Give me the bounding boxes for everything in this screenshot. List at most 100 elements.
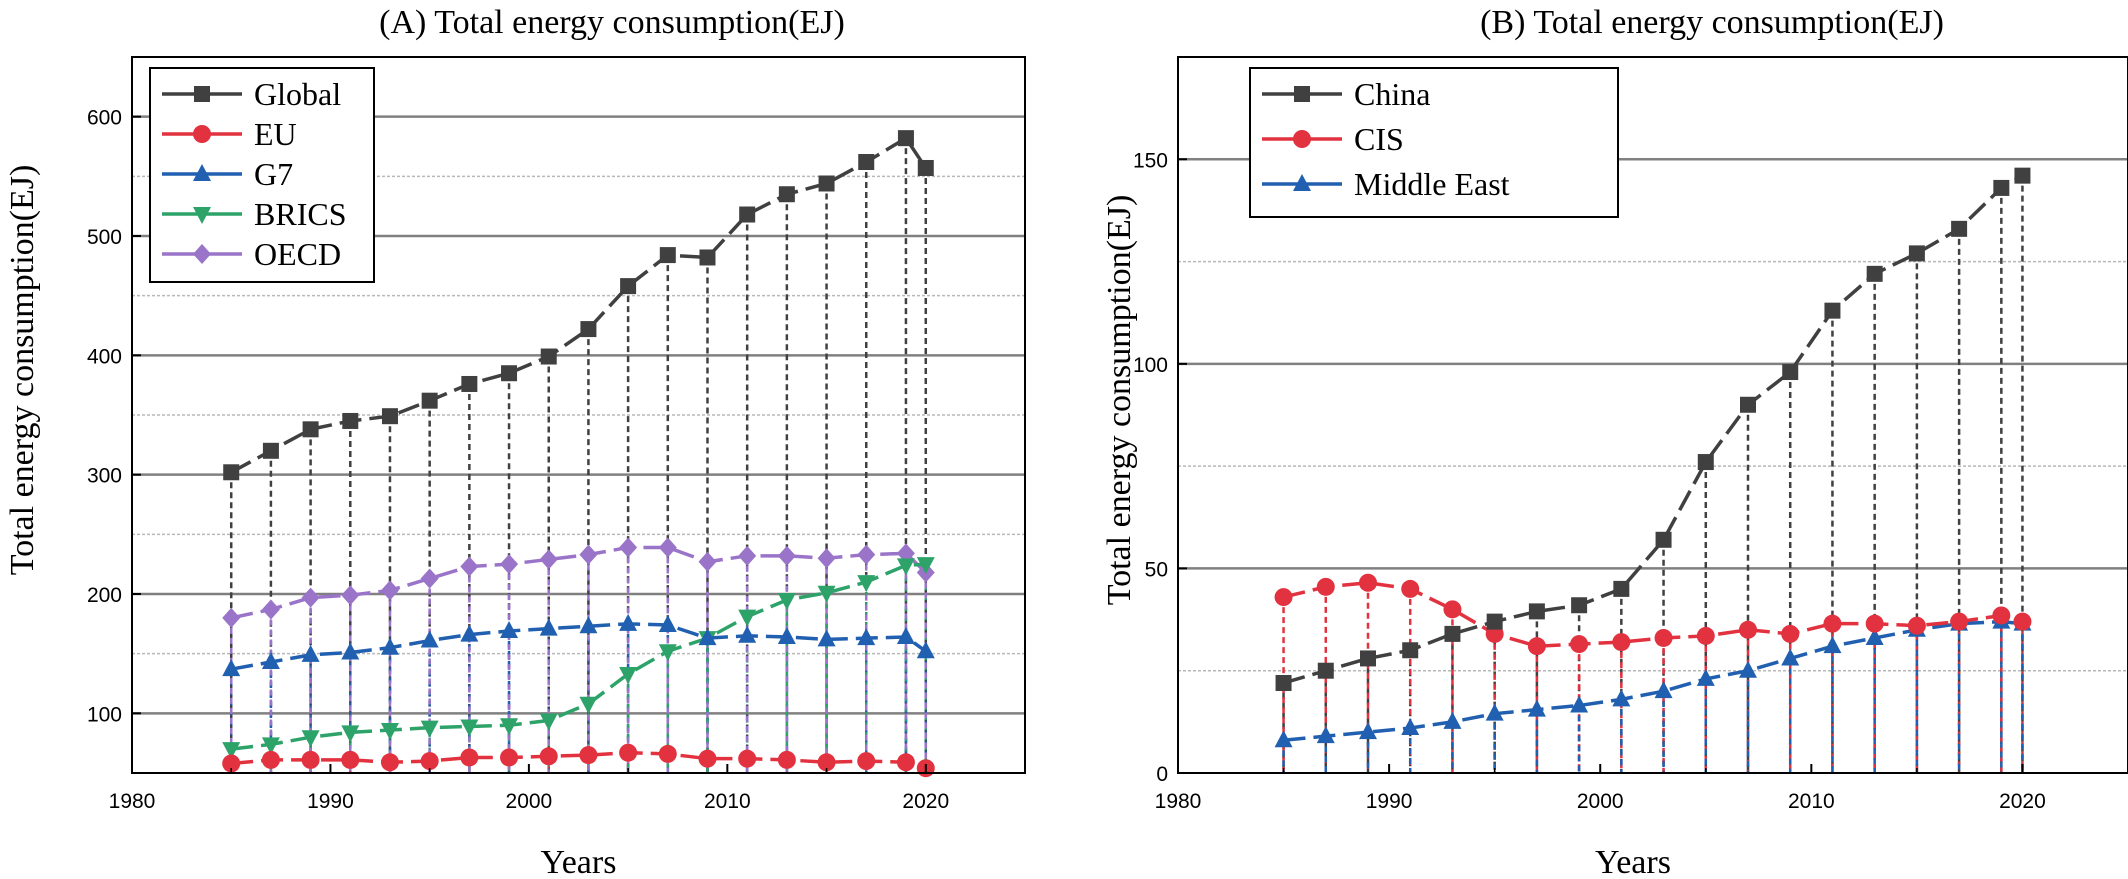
legend-marker [1293, 174, 1311, 191]
data-point [916, 641, 935, 659]
legend-label: CIS [1354, 121, 1404, 157]
x-axis-label: Years [1595, 844, 1671, 879]
plot-frame [1177, 56, 2128, 774]
legend-label: EU [254, 116, 297, 152]
data-point [896, 626, 915, 644]
data-point [857, 752, 876, 771]
data-point [341, 585, 360, 606]
panel-a: 1980 1990 2000 2010 2020 100 200 300 400 500 600 (A… [4, 4, 1026, 879]
data-point [917, 159, 934, 176]
y-axis-label: Total energy consumption(EJ) [4, 165, 41, 576]
y-tick-label: 300 [87, 465, 122, 488]
data-point [500, 718, 519, 736]
legend-label: BRICS [254, 196, 346, 232]
data-point [301, 644, 320, 662]
data-point [858, 154, 875, 171]
data-point [380, 580, 399, 601]
y-tick-label: 0 [1156, 763, 1168, 786]
y-tick-label: 100 [1133, 354, 1168, 377]
data-point [1402, 642, 1419, 659]
legend-marker [193, 207, 211, 224]
data-point [1908, 245, 1925, 262]
data-point [817, 548, 836, 569]
data-point [420, 568, 439, 589]
data-point [461, 375, 478, 392]
data-point [738, 749, 757, 768]
series-china [1275, 167, 2031, 691]
legend-item: Global [162, 76, 341, 112]
legend-item: OECD [162, 236, 341, 272]
data-point [222, 659, 241, 677]
data-point [1654, 628, 1673, 647]
x-tick-label: 2000 [506, 790, 553, 813]
data-point [1866, 265, 1883, 282]
series-global [223, 130, 934, 481]
data-point [420, 720, 439, 738]
series-oecd [222, 537, 935, 628]
data-point [501, 365, 518, 382]
data-point [1697, 454, 1714, 471]
data-point [1570, 635, 1589, 654]
data-point [738, 545, 757, 566]
data-point [1401, 717, 1420, 735]
data-point [539, 747, 558, 766]
data-point [1696, 626, 1715, 645]
data-point [658, 744, 677, 763]
y-axis-label: Total energy consumption(EJ) [1101, 195, 1138, 606]
data-point [1527, 637, 1546, 656]
legend-marker [193, 164, 211, 181]
data-point [1907, 616, 1926, 635]
data-point [579, 696, 598, 714]
legend-item: G7 [162, 156, 293, 192]
data-point [341, 725, 360, 743]
x-tick-label: 2020 [902, 790, 949, 813]
data-point [1654, 681, 1673, 699]
data-point [222, 754, 241, 773]
data-point [1528, 603, 1545, 620]
data-point [1740, 396, 1756, 413]
data-point [261, 599, 280, 620]
data-point [698, 749, 717, 768]
data-point [857, 575, 876, 593]
data-point [1485, 703, 1504, 721]
series-eu [222, 743, 935, 778]
data-point [817, 753, 836, 772]
data-point [421, 392, 438, 409]
legend-marker [1294, 86, 1310, 102]
data-point [1316, 577, 1335, 596]
data-point [817, 585, 836, 603]
data-point [1824, 302, 1841, 319]
legend: Global EU G7 BRICS OECD [149, 67, 375, 283]
data-point [1274, 730, 1293, 748]
legend-label: Global [254, 76, 341, 112]
y-tick-label: 100 [87, 703, 122, 726]
data-point [916, 557, 935, 575]
data-point [1571, 597, 1588, 614]
data-point [896, 558, 915, 576]
data-point [1865, 614, 1884, 633]
data-point [1739, 620, 1757, 639]
data-point [341, 750, 360, 769]
data-point [261, 750, 280, 769]
legend-item: Middle East [1262, 166, 1510, 202]
series-line [1283, 619, 2023, 743]
data-point [540, 348, 557, 365]
data-point [739, 206, 756, 223]
data-point [1274, 588, 1293, 607]
data-point [539, 713, 558, 731]
data-point [222, 742, 241, 760]
data-point [777, 750, 796, 769]
data-point [500, 748, 519, 767]
data-point [658, 615, 677, 633]
x-tick-label: 2020 [1999, 790, 2046, 813]
data-point [698, 628, 717, 646]
data-point [223, 464, 240, 481]
data-point [1613, 580, 1630, 597]
data-point [1865, 627, 1884, 645]
data-point [222, 607, 241, 628]
panel-b: 1980 1990 2000 2010 2020 0 50 100 150 (B) Total e… [1101, 4, 2128, 879]
data-point [380, 723, 399, 741]
data-point [1950, 612, 1969, 631]
data-point [1696, 668, 1715, 686]
data-point [1317, 662, 1334, 679]
